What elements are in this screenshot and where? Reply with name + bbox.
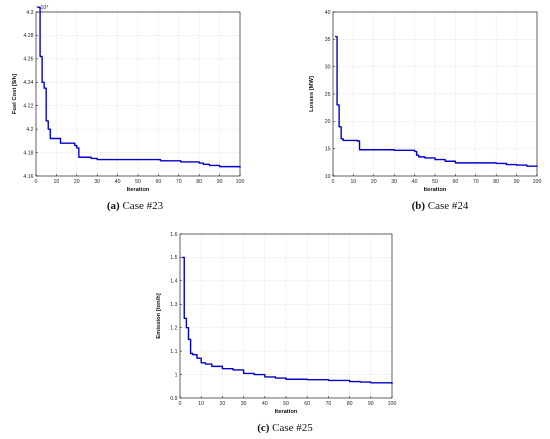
x-tick-label: 100 (236, 179, 245, 185)
x-axis-label: Iteration (275, 409, 298, 415)
x-tick-label: 70 (326, 401, 332, 407)
x-tick-label: 50 (432, 179, 438, 185)
y-tick-label: 35 (325, 37, 331, 43)
x-tick-label: 60 (156, 179, 162, 185)
y-tick-label: 4.2 (26, 127, 33, 133)
y-axis-label: Emission [ton/h] (156, 293, 162, 338)
x-tick-label: 100 (533, 179, 542, 185)
y-tick-label: 4.24 (23, 80, 33, 86)
y-tick-label: 10 (325, 174, 331, 180)
y-tick-label: 4.28 (23, 33, 33, 39)
x-tick-label: 40 (115, 179, 121, 185)
y-tick-label: 4.26 (23, 57, 33, 63)
x-tick-label: 70 (176, 179, 182, 185)
x-tick-label: 10 (351, 179, 357, 185)
x-tick-label: 60 (453, 179, 459, 185)
x-tick-label: 30 (391, 179, 397, 185)
x-tick-label: 10 (198, 401, 204, 407)
y-tick-label: 1.3 (170, 302, 177, 308)
y-exponent-label: × 10⁴ (36, 5, 48, 11)
caption-c: (c) Case #25 (240, 422, 330, 434)
series-line (38, 6, 241, 168)
y-tick-label: 4.22 (23, 104, 33, 110)
x-tick-label: 40 (262, 401, 268, 407)
y-axis-label: Fuel Cost [$/h] (12, 74, 18, 114)
x-tick-label: 80 (347, 401, 353, 407)
y-tick-label: 25 (325, 92, 331, 98)
x-tick-label: 80 (493, 179, 499, 185)
y-axis-label: Losses [MW] (309, 76, 315, 112)
series-line (182, 256, 393, 384)
caption-b: (b) Case #24 (395, 200, 485, 212)
chart-c-svg: 0 10 20 30 40 50 60 70 80 90 100 0.9 1 1.1 1.2 1.3 1.4 1.… (156, 232, 397, 415)
x-tick-label: 20 (371, 179, 377, 185)
x-tick-label: 30 (94, 179, 100, 185)
x-tick-label: 70 (473, 179, 479, 185)
x-tick-label: 90 (368, 401, 374, 407)
chart-case-24: 0 10 20 30 40 50 60 70 80 90 100 10 15 20 25 30 35 40 Iter… (295, 0, 550, 200)
x-tick-label: 50 (135, 179, 141, 185)
x-tick-label: 90 (514, 179, 520, 185)
caption-a: (a) Case #23 (90, 200, 180, 212)
y-tick-label: 4.18 (23, 150, 33, 156)
y-tick-label: 1.2 (170, 326, 177, 332)
x-tick-label: 90 (217, 179, 223, 185)
x-tick-label: 80 (196, 179, 202, 185)
y-tick-label: 4.16 (23, 174, 33, 180)
caption-a-text: Case #23 (122, 200, 164, 212)
y-tick-label: 20 (325, 119, 331, 125)
x-tick-label: 0 (35, 179, 38, 185)
chart-case-23: 0 10 20 30 40 50 60 70 80 90 100 4.16 4.18 4.2 4.22 4.2… (0, 0, 250, 200)
caption-c-letter: (c) (257, 422, 270, 434)
caption-c-text: Case #25 (272, 422, 313, 434)
x-tick-label: 30 (241, 401, 247, 407)
y-tick-label: 1.4 (170, 279, 177, 285)
x-axis-label: Iteration (424, 187, 447, 193)
x-axis-label: Iteration (127, 187, 150, 193)
caption-b-letter: (b) (411, 200, 426, 212)
y-tick-label: 4.3 (26, 10, 33, 16)
x-tick-label: 0 (179, 401, 182, 407)
x-tick-label: 20 (74, 179, 80, 185)
series-line (335, 35, 538, 167)
x-tick-label: 0 (332, 179, 335, 185)
x-tick-label: 20 (220, 401, 226, 407)
chart-a-svg: 0 10 20 30 40 50 60 70 80 90 100 4.16 4.18 4.2 4.22 4.2… (12, 5, 245, 193)
x-tick-label: 10 (54, 179, 60, 185)
y-tick-label: 0.9 (170, 396, 177, 402)
x-tick-label: 50 (283, 401, 289, 407)
y-tick-label: 30 (325, 64, 331, 70)
chart-case-25: 0 10 20 30 40 50 60 70 80 90 100 0.9 1 1.1 1.2 1.3 1.4 1.… (140, 222, 400, 422)
y-tick-label: 1.6 (170, 232, 177, 238)
caption-a-letter: (a) (106, 200, 120, 212)
x-tick-label: 100 (388, 401, 397, 407)
y-tick-label: 15 (325, 146, 331, 152)
x-tick-label: 40 (412, 179, 418, 185)
y-tick-label: 1 (175, 372, 178, 378)
caption-b-text: Case #24 (427, 200, 469, 212)
x-tick-label: 60 (304, 401, 310, 407)
y-tick-label: 1.5 (170, 255, 177, 261)
y-tick-label: 40 (325, 10, 331, 16)
y-tick-label: 1.1 (170, 349, 177, 355)
chart-b-svg: 0 10 20 30 40 50 60 70 80 90 10010152025303540Iter… (309, 10, 542, 193)
